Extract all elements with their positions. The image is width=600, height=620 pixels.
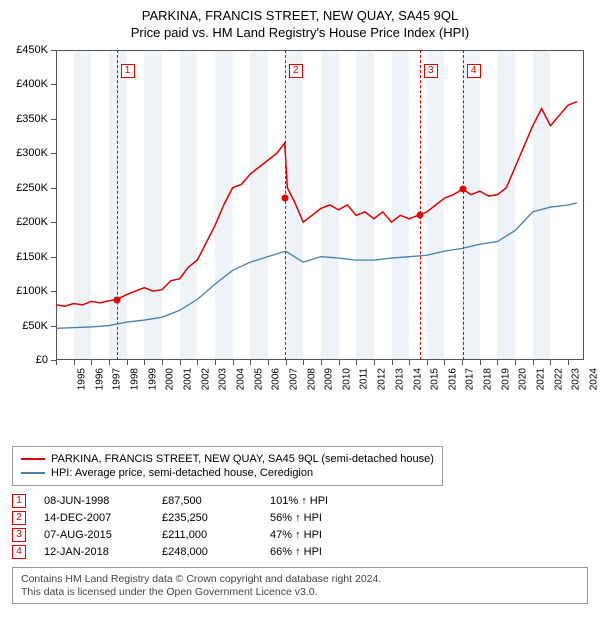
legend-row: PARKINA, FRANCIS STREET, NEW QUAY, SA45 … [21,453,434,465]
sales-row-marker: 2 [12,511,26,525]
footer-attribution: Contains HM Land Registry data © Crown c… [12,567,588,604]
series-hpi [56,203,577,328]
x-tick-label: 2024 [588,368,599,390]
sales-row-pct: 47% ↑ HPI [270,529,360,541]
legend-swatch [21,458,45,460]
title-subtitle: Price paid vs. HM Land Registry's House … [12,25,588,40]
footer-line2: This data is licensed under the Open Gov… [21,586,579,598]
sales-table: 1 08-JUN-1998 £87,500 101% ↑ HPI 2 14-DEC-200… [12,494,588,559]
sales-row-date: 07-AUG-2015 [44,529,144,541]
sales-row: 1 08-JUN-1998 £87,500 101% ↑ HPI [12,494,588,508]
sales-row-price: £87,500 [162,495,252,507]
sales-row: 2 14-DEC-2007 £235,250 56% ↑ HPI [12,511,588,525]
sales-row-pct: 66% ↑ HPI [270,546,360,558]
sales-row-date: 08-JUN-1998 [44,495,144,507]
sales-row: 3 07-AUG-2015 £211,000 47% ↑ HPI [12,528,588,542]
price-chart: £0£50K£100K£150K£200K£250K£300K£350K£400… [12,46,588,406]
sales-row-price: £248,000 [162,546,252,558]
title-address: PARKINA, FRANCIS STREET, NEW QUAY, SA45 … [12,8,588,23]
sales-row: 4 12-JAN-2018 £248,000 66% ↑ HPI [12,545,588,559]
chart-lines [12,46,588,406]
sales-row-date: 14-DEC-2007 [44,512,144,524]
footer-line1: Contains HM Land Registry data © Crown c… [21,573,579,585]
sales-row-price: £211,000 [162,529,252,541]
sales-row-marker: 1 [12,494,26,508]
legend-label: HPI: Average price, semi-detached house,… [51,467,313,479]
sales-row-price: £235,250 [162,512,252,524]
legend-swatch [21,472,45,474]
page-container: PARKINA, FRANCIS STREET, NEW QUAY, SA45 … [0,0,600,612]
legend-label: PARKINA, FRANCIS STREET, NEW QUAY, SA45 … [51,453,434,465]
sales-row-pct: 56% ↑ HPI [270,512,360,524]
legend-box: PARKINA, FRANCIS STREET, NEW QUAY, SA45 … [12,446,443,486]
sales-row-date: 12-JAN-2018 [44,546,144,558]
sales-row-marker: 4 [12,545,26,559]
legend-row: HPI: Average price, semi-detached house,… [21,467,434,479]
sales-row-pct: 101% ↑ HPI [270,495,360,507]
series-property [56,102,577,307]
sales-row-marker: 3 [12,528,26,542]
titles: PARKINA, FRANCIS STREET, NEW QUAY, SA45 … [12,8,588,40]
